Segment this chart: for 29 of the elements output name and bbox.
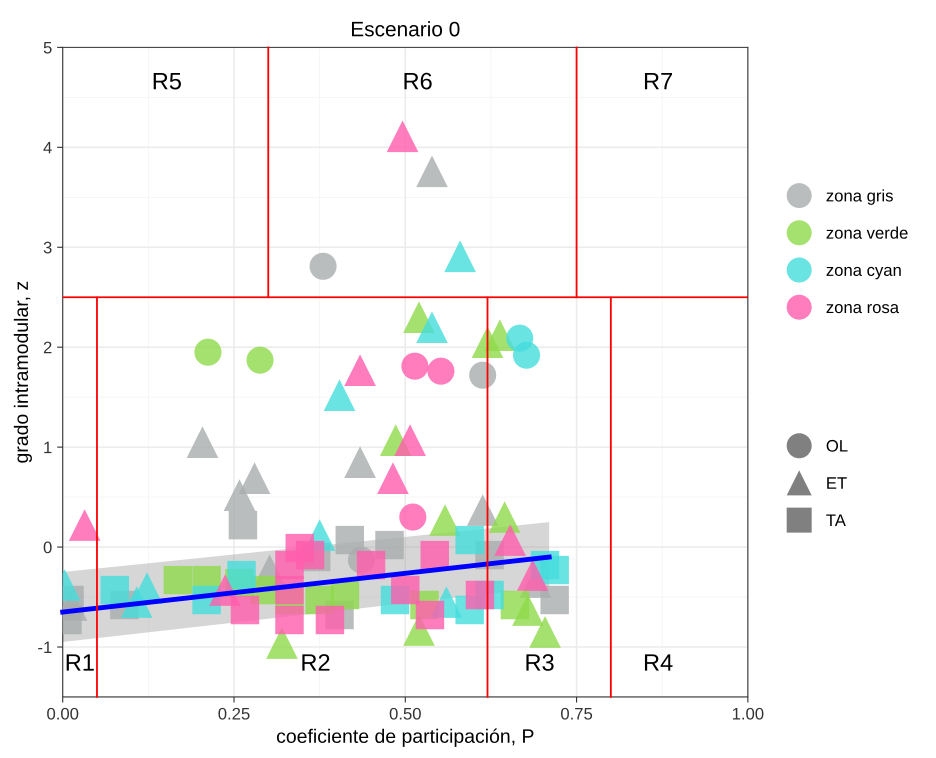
- chart-title: Escenario 0: [352, 21, 460, 36]
- x-axis-title: coeficiente de participación, P: [276, 728, 534, 747]
- legend-label: zona verde: [826, 226, 908, 239]
- y-tick-label: -1: [38, 642, 52, 654]
- x-tick-label: 0.50: [390, 708, 421, 720]
- legend-label: TA: [826, 514, 846, 526]
- annotation: R5: [154, 72, 181, 90]
- annotation: R2: [302, 654, 330, 671]
- x-tick-label: 0.00: [47, 708, 78, 720]
- y-tick-label: 4: [43, 142, 52, 154]
- legend-label: zona cyan: [826, 266, 901, 280]
- y-tick-label: 3: [44, 242, 52, 254]
- x-tick-label: 0.75: [561, 708, 592, 720]
- annotation: R6: [404, 72, 432, 90]
- y-tick-label: 2: [44, 342, 52, 354]
- legend-label: zona rosa: [826, 304, 900, 314]
- y-tick-label: 0: [44, 541, 52, 554]
- annotation: R4: [644, 654, 673, 671]
- annotation: R3: [526, 654, 554, 671]
- legend-label: OL: [826, 440, 848, 452]
- y-tick-label: 5: [44, 42, 52, 54]
- annotation: R7: [644, 72, 672, 90]
- legend-label: zona gris: [826, 189, 893, 205]
- y-axis-title: grado intramodular, z: [14, 282, 32, 463]
- x-tick-label: 0.25: [218, 708, 250, 720]
- y-tick-label: 1: [44, 442, 52, 454]
- legend-label: ET: [827, 477, 847, 489]
- x-tick-label: 1.00: [732, 708, 764, 720]
- annotation: R1: [66, 654, 94, 671]
